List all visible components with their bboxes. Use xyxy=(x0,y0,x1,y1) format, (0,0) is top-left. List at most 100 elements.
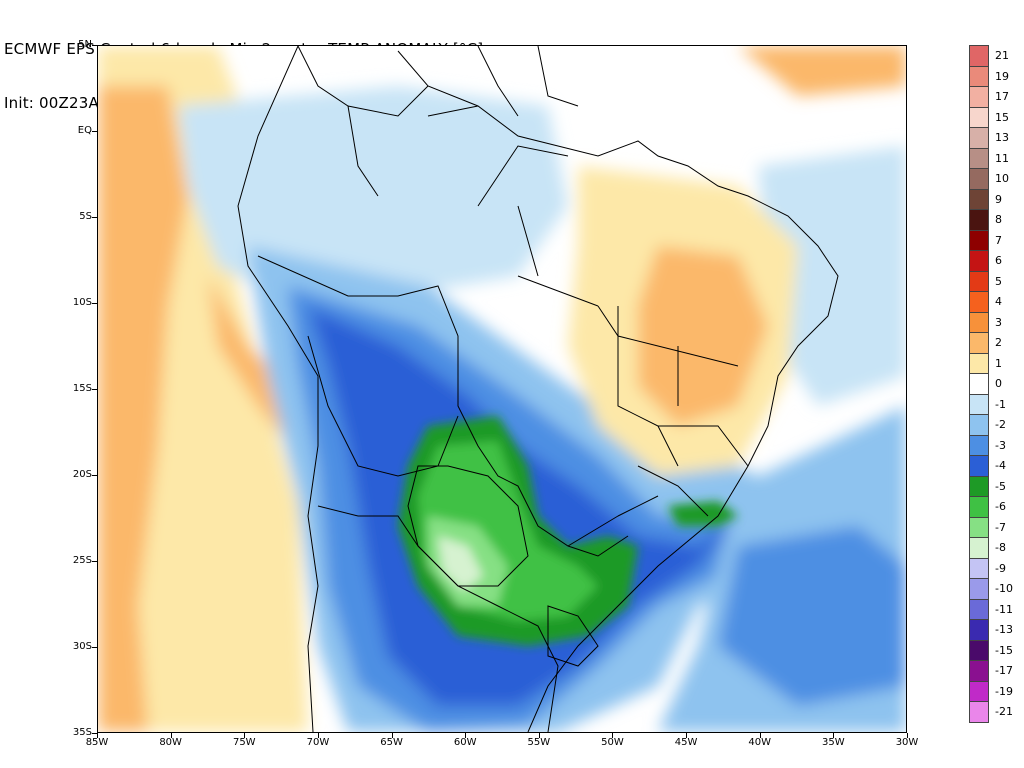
legend-swatch xyxy=(969,106,989,128)
lat-tick-label: 30S xyxy=(72,641,92,652)
legend-swatch xyxy=(969,475,989,497)
amazon-cold-light-field xyxy=(178,86,568,306)
legend-swatch xyxy=(969,537,989,559)
legend-label: 0 xyxy=(995,377,1002,390)
legend-label: -21 xyxy=(995,705,1013,718)
lon-tick xyxy=(686,733,688,738)
lon-tick xyxy=(465,733,467,738)
uruguay-border xyxy=(547,605,599,667)
lat-tick-label: 25S xyxy=(72,555,92,566)
lat-tick-label: 35S xyxy=(72,727,92,738)
legend-swatch xyxy=(969,270,989,292)
northeast-warm-strong-field xyxy=(638,246,768,426)
lon-tick xyxy=(612,733,614,738)
legend-label: -4 xyxy=(995,459,1006,472)
lon-tick-label: 80W xyxy=(159,737,182,748)
cold-core-fields xyxy=(398,416,738,646)
lon-tick-label: 65W xyxy=(380,737,403,748)
legend-label: -15 xyxy=(995,643,1013,657)
legend-label: 15 xyxy=(995,110,1009,124)
lon-tick xyxy=(538,733,540,738)
legend-label: 6 xyxy=(995,254,1002,267)
legend-swatch xyxy=(969,229,989,251)
legend-label: 19 xyxy=(995,69,1009,83)
legend-swatch xyxy=(969,414,989,436)
legend-swatch xyxy=(969,311,989,333)
legend-swatch xyxy=(969,619,989,641)
lon-tick-label: 75W xyxy=(232,737,256,748)
lon-tick xyxy=(170,733,172,738)
lon-tick-label: 35W xyxy=(822,737,845,748)
lon-tick xyxy=(97,733,98,738)
legend-swatch xyxy=(969,250,989,272)
legend-swatch xyxy=(969,352,989,374)
legend-label: 5 xyxy=(995,274,1002,288)
legend-label: -8 xyxy=(995,541,1006,554)
legend-label: -11 xyxy=(995,602,1013,616)
legend-swatch xyxy=(969,701,989,723)
legend-swatch xyxy=(969,373,989,395)
legend-label: 17 xyxy=(995,90,1009,103)
legend-swatch xyxy=(969,455,989,477)
legend-swatch xyxy=(969,147,989,169)
legend-swatch xyxy=(969,168,989,190)
legend-swatch xyxy=(969,598,989,620)
legend-label: 11 xyxy=(995,151,1009,165)
political-boundaries xyxy=(237,46,839,732)
legend-swatch xyxy=(969,557,989,579)
lat-tick xyxy=(92,647,97,648)
lat-tick-label: 5N xyxy=(78,39,92,50)
legend-label: -19 xyxy=(995,684,1013,698)
legend-label: 4 xyxy=(995,295,1002,308)
lat-tick-label: 5S xyxy=(79,211,92,222)
map-canvas xyxy=(98,46,906,732)
legend-swatch xyxy=(969,127,989,149)
lon-tick xyxy=(391,733,393,738)
lat-tick-label: 15S xyxy=(72,383,92,394)
legend-swatch xyxy=(969,332,989,354)
top-right-warm-field xyxy=(738,46,906,96)
legend-label: 10 xyxy=(995,172,1009,185)
lat-tick xyxy=(92,303,97,304)
lat-tick xyxy=(92,217,97,218)
legend-swatch xyxy=(969,188,989,210)
legend-label: -10 xyxy=(995,582,1013,595)
lat-tick xyxy=(92,475,97,476)
brazil-west-border xyxy=(257,255,629,557)
lon-tick-label: 45W xyxy=(674,737,698,748)
legend-label: 3 xyxy=(995,315,1002,329)
pacific-warm-strong-field xyxy=(98,86,188,732)
legend-label: -2 xyxy=(995,418,1006,431)
legend-swatch xyxy=(969,639,989,661)
legend-swatch xyxy=(969,86,989,108)
legend-label: -13 xyxy=(995,623,1013,636)
northern-borders xyxy=(297,46,579,197)
bolivia-border xyxy=(307,335,459,477)
legend-swatch xyxy=(969,65,989,87)
anomaly-fields xyxy=(98,46,906,732)
legend-label: -6 xyxy=(995,500,1006,513)
legend-label: -17 xyxy=(995,664,1013,677)
lon-tick-label: 60W xyxy=(453,737,477,748)
legend-swatch xyxy=(969,496,989,518)
lon-tick-label: 70W xyxy=(306,737,330,748)
legend-label: 13 xyxy=(995,131,1009,144)
legend-label: 9 xyxy=(995,192,1002,206)
legend-swatch xyxy=(969,291,989,313)
lon-tick xyxy=(244,733,246,738)
lat-tick xyxy=(92,45,97,46)
lat-tick xyxy=(92,561,97,562)
legend-swatch xyxy=(969,393,989,415)
lat-tick xyxy=(92,389,97,390)
lon-tick-label: 50W xyxy=(601,737,624,748)
lon-tick-label: 40W xyxy=(748,737,772,748)
lat-tick xyxy=(92,131,97,132)
lat-tick-label: 10S xyxy=(72,297,92,308)
legend-swatch xyxy=(969,660,989,682)
legend-label: -1 xyxy=(995,397,1006,411)
legend-label: 2 xyxy=(995,336,1002,349)
atlantic-cold-light-field xyxy=(758,146,906,406)
temperature-anomaly-map xyxy=(97,45,907,733)
lon-tick-label: 85W xyxy=(85,737,109,748)
lat-tick-label: EQ xyxy=(77,125,92,136)
